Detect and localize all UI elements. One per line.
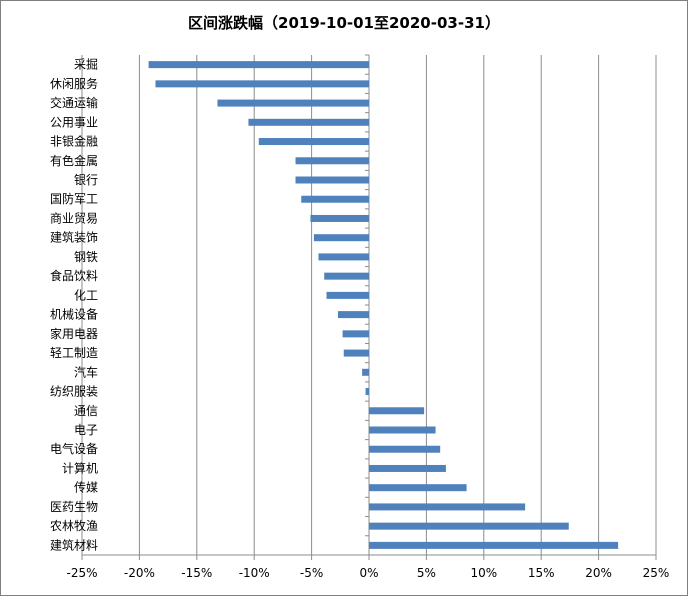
chart-title: 区间涨跌幅（2019-10-01至2020-03-31） bbox=[188, 14, 500, 32]
category-label: 计算机 bbox=[62, 460, 98, 475]
x-tick-label: 25% bbox=[643, 566, 670, 580]
bar bbox=[369, 541, 619, 549]
bar bbox=[338, 311, 369, 319]
bar bbox=[295, 176, 369, 184]
bar bbox=[362, 368, 369, 376]
category-label: 农林牧渔 bbox=[50, 519, 98, 533]
category-label: 汽车 bbox=[74, 364, 98, 379]
x-tick-label: -5% bbox=[300, 566, 323, 580]
category-label: 轻工制造 bbox=[50, 346, 98, 360]
category-label: 银行 bbox=[74, 173, 98, 187]
bar bbox=[369, 445, 441, 453]
x-tick-label: -10% bbox=[239, 566, 270, 580]
bar bbox=[365, 388, 369, 396]
category-label: 电气设备 bbox=[50, 441, 98, 456]
bar bbox=[369, 464, 446, 472]
bar bbox=[343, 349, 369, 357]
bar bbox=[369, 484, 467, 492]
bar bbox=[326, 291, 369, 299]
category-label: 食品饮料 bbox=[50, 268, 98, 283]
bar bbox=[155, 80, 369, 88]
x-tick-label: -20% bbox=[124, 566, 155, 580]
bar bbox=[369, 407, 425, 415]
category-label: 建筑装饰 bbox=[50, 230, 98, 245]
x-tick-label: -25% bbox=[66, 566, 97, 580]
category-label: 休闲服务 bbox=[50, 76, 98, 91]
bar bbox=[258, 138, 369, 146]
bar bbox=[369, 426, 436, 434]
category-label: 公用事业 bbox=[50, 115, 98, 129]
bar bbox=[217, 99, 369, 107]
bar bbox=[248, 118, 369, 126]
category-label: 建筑材料 bbox=[50, 537, 98, 552]
bar bbox=[369, 522, 569, 530]
bar bbox=[310, 214, 369, 222]
category-label: 采掘 bbox=[74, 57, 98, 72]
x-tick-label: 20% bbox=[585, 566, 612, 580]
category-label: 有色金属 bbox=[50, 153, 98, 168]
bar bbox=[324, 272, 369, 280]
x-tick-label: 5% bbox=[417, 566, 436, 580]
x-tick-label: 15% bbox=[528, 566, 555, 580]
category-label: 机械设备 bbox=[50, 307, 98, 322]
category-label: 商业贸易 bbox=[50, 210, 98, 225]
category-label: 医药生物 bbox=[50, 500, 98, 514]
bar bbox=[313, 234, 369, 242]
category-label: 电子 bbox=[74, 423, 98, 437]
x-tick-label: 10% bbox=[470, 566, 497, 580]
category-label: 交通运输 bbox=[50, 95, 98, 110]
category-label: 纺织服装 bbox=[50, 385, 98, 399]
category-label: 传媒 bbox=[74, 480, 98, 495]
bar bbox=[301, 195, 369, 203]
x-tick-label: -15% bbox=[181, 566, 212, 580]
category-label: 钢铁 bbox=[74, 250, 98, 264]
category-label: 家用电器 bbox=[50, 326, 98, 341]
category-label: 非银金融 bbox=[50, 134, 98, 149]
bar bbox=[342, 330, 369, 338]
bar bbox=[369, 503, 526, 511]
bar bbox=[148, 61, 369, 69]
x-tick-label: 0% bbox=[359, 566, 378, 580]
bar bbox=[295, 157, 369, 165]
category-label: 通信 bbox=[74, 404, 98, 418]
category-label: 化工 bbox=[74, 288, 98, 302]
category-label: 国防军工 bbox=[50, 191, 98, 206]
bar bbox=[318, 253, 369, 261]
